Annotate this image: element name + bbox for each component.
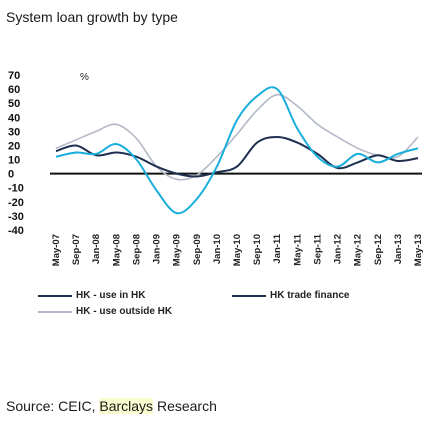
legend-item-use-in-hk: HK - use in HK — [38, 290, 145, 301]
source-suffix: Research — [153, 398, 217, 414]
series-line-hk-use-in-hk — [55, 136, 419, 178]
legend-label-use-outside-hk: HK - use outside HK — [76, 306, 173, 317]
y-tick-label: 30 — [8, 126, 20, 138]
y-tick-label: 10 — [8, 155, 20, 167]
series-group — [55, 86, 419, 215]
y-tick-label: 0 — [8, 169, 14, 181]
series-line-hk-use-outside-hk — [55, 93, 419, 181]
y-tick-label: 20 — [8, 140, 20, 152]
x-tick-label: Jan-12 — [333, 234, 344, 264]
y-axis: 70 60 50 40 30 20 10 0 -10 -20 -30 -40 — [8, 70, 422, 237]
x-tick-label: May-10 — [232, 234, 243, 266]
x-tick-label: Jan-10 — [212, 234, 223, 264]
y-tick-label: 70 — [8, 70, 20, 82]
x-tick-label: Jan-09 — [152, 234, 163, 264]
x-tick-label: Sep-07 — [71, 234, 82, 265]
y-tick-label: 40 — [8, 112, 20, 124]
y-tick-label: 60 — [8, 84, 20, 96]
y-tick-label: 50 — [8, 98, 20, 110]
x-tick-label: Sep-11 — [312, 233, 323, 264]
y-tick-label: -30 — [8, 211, 24, 223]
x-tick-label: May-09 — [172, 234, 183, 266]
x-tick-label: May-12 — [353, 234, 364, 266]
legend-item-trade-finance: HK trade finance — [232, 290, 349, 301]
x-tick-label: May-07 — [51, 234, 62, 266]
unit-label: % — [80, 72, 89, 83]
series-line-hk-trade-finance — [55, 86, 419, 215]
chart-title: System loan growth by type — [6, 9, 178, 25]
x-tick-label: May-13 — [413, 234, 424, 266]
y-tick-label: -20 — [8, 197, 24, 209]
legend-swatch-use-outside-hk — [38, 310, 72, 313]
x-tick-label: Sep-12 — [373, 234, 384, 265]
x-tick-label: May-08 — [111, 234, 122, 266]
x-axis: May-07 Sep-07 Jan-08 May-08 Sep-08 Jan-09 May-… — [51, 233, 424, 266]
x-tick-label: Jan-08 — [91, 234, 102, 264]
legend-item-use-outside-hk: HK - use outside HK — [38, 306, 172, 317]
x-tick-label: Sep-09 — [192, 234, 203, 265]
source-note: Source: CEIC, Barclays Research — [6, 398, 217, 414]
x-tick-label: Jan-13 — [393, 234, 404, 264]
source-highlight: Barclays — [99, 398, 154, 414]
line-chart: % 70 60 50 40 30 20 10 0 -10 -20 -30 -40 May-07 Sep-… — [8, 70, 424, 266]
legend-swatch-use-in-hk — [38, 294, 72, 297]
legend-label-trade-finance: HK trade finance — [270, 290, 350, 301]
y-tick-label: -40 — [8, 225, 24, 237]
y-tick-label: -10 — [8, 183, 24, 195]
source-prefix: Source: CEIC, — [6, 398, 100, 414]
legend-label-use-in-hk: HK - use in HK — [76, 290, 146, 301]
x-tick-label: May-11 — [292, 233, 303, 265]
legend-swatch-trade-finance — [232, 294, 266, 297]
x-tick-label: Jan-11 — [272, 233, 283, 263]
x-tick-label: Sep-08 — [131, 234, 142, 265]
x-tick-label: Sep-10 — [252, 234, 263, 265]
